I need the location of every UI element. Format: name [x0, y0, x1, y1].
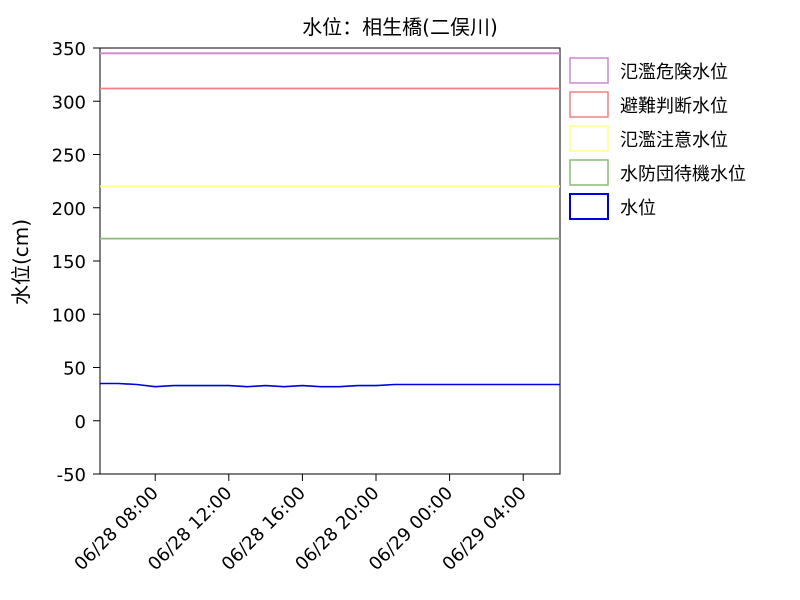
plot-frame: [99, 47, 561, 475]
legend-item: 避難判断水位: [569, 91, 728, 118]
legend-item: 氾濫注意水位: [569, 125, 728, 152]
y-tick-label: 0: [75, 412, 86, 433]
y-tick-label: -50: [57, 465, 86, 486]
water-level-line: [100, 382, 560, 388]
y-tick-label: 250: [52, 146, 86, 167]
y-tick-label: 300: [52, 92, 86, 113]
legend-item: 水防団待機水位: [569, 159, 746, 186]
y-tick-label: 200: [52, 199, 86, 220]
chart-title: 水位：相生橋(二俣川): [302, 15, 498, 39]
legend-item: 氾濫危険水位: [569, 57, 728, 84]
y-tick-label: 150: [52, 252, 86, 273]
legend-swatch: [569, 125, 609, 152]
legend-swatch: [569, 193, 609, 220]
y-tick-label: 100: [52, 305, 86, 326]
legend-swatch: [569, 57, 609, 84]
legend-label: 水位: [620, 198, 656, 219]
legend-label: 水防団待機水位: [620, 164, 746, 185]
legend-label: 避難判断水位: [620, 96, 728, 117]
legend-item: 水位: [569, 193, 656, 220]
legend-label: 氾濫注意水位: [620, 130, 728, 151]
legend-swatch: [569, 91, 609, 118]
y-tick-label: 350: [52, 39, 86, 60]
y-axis-label: 水位(cm): [9, 219, 33, 305]
legend-label: 氾濫危険水位: [620, 62, 728, 83]
legend-swatch: [569, 159, 609, 186]
y-tick-label: 50: [63, 359, 86, 380]
